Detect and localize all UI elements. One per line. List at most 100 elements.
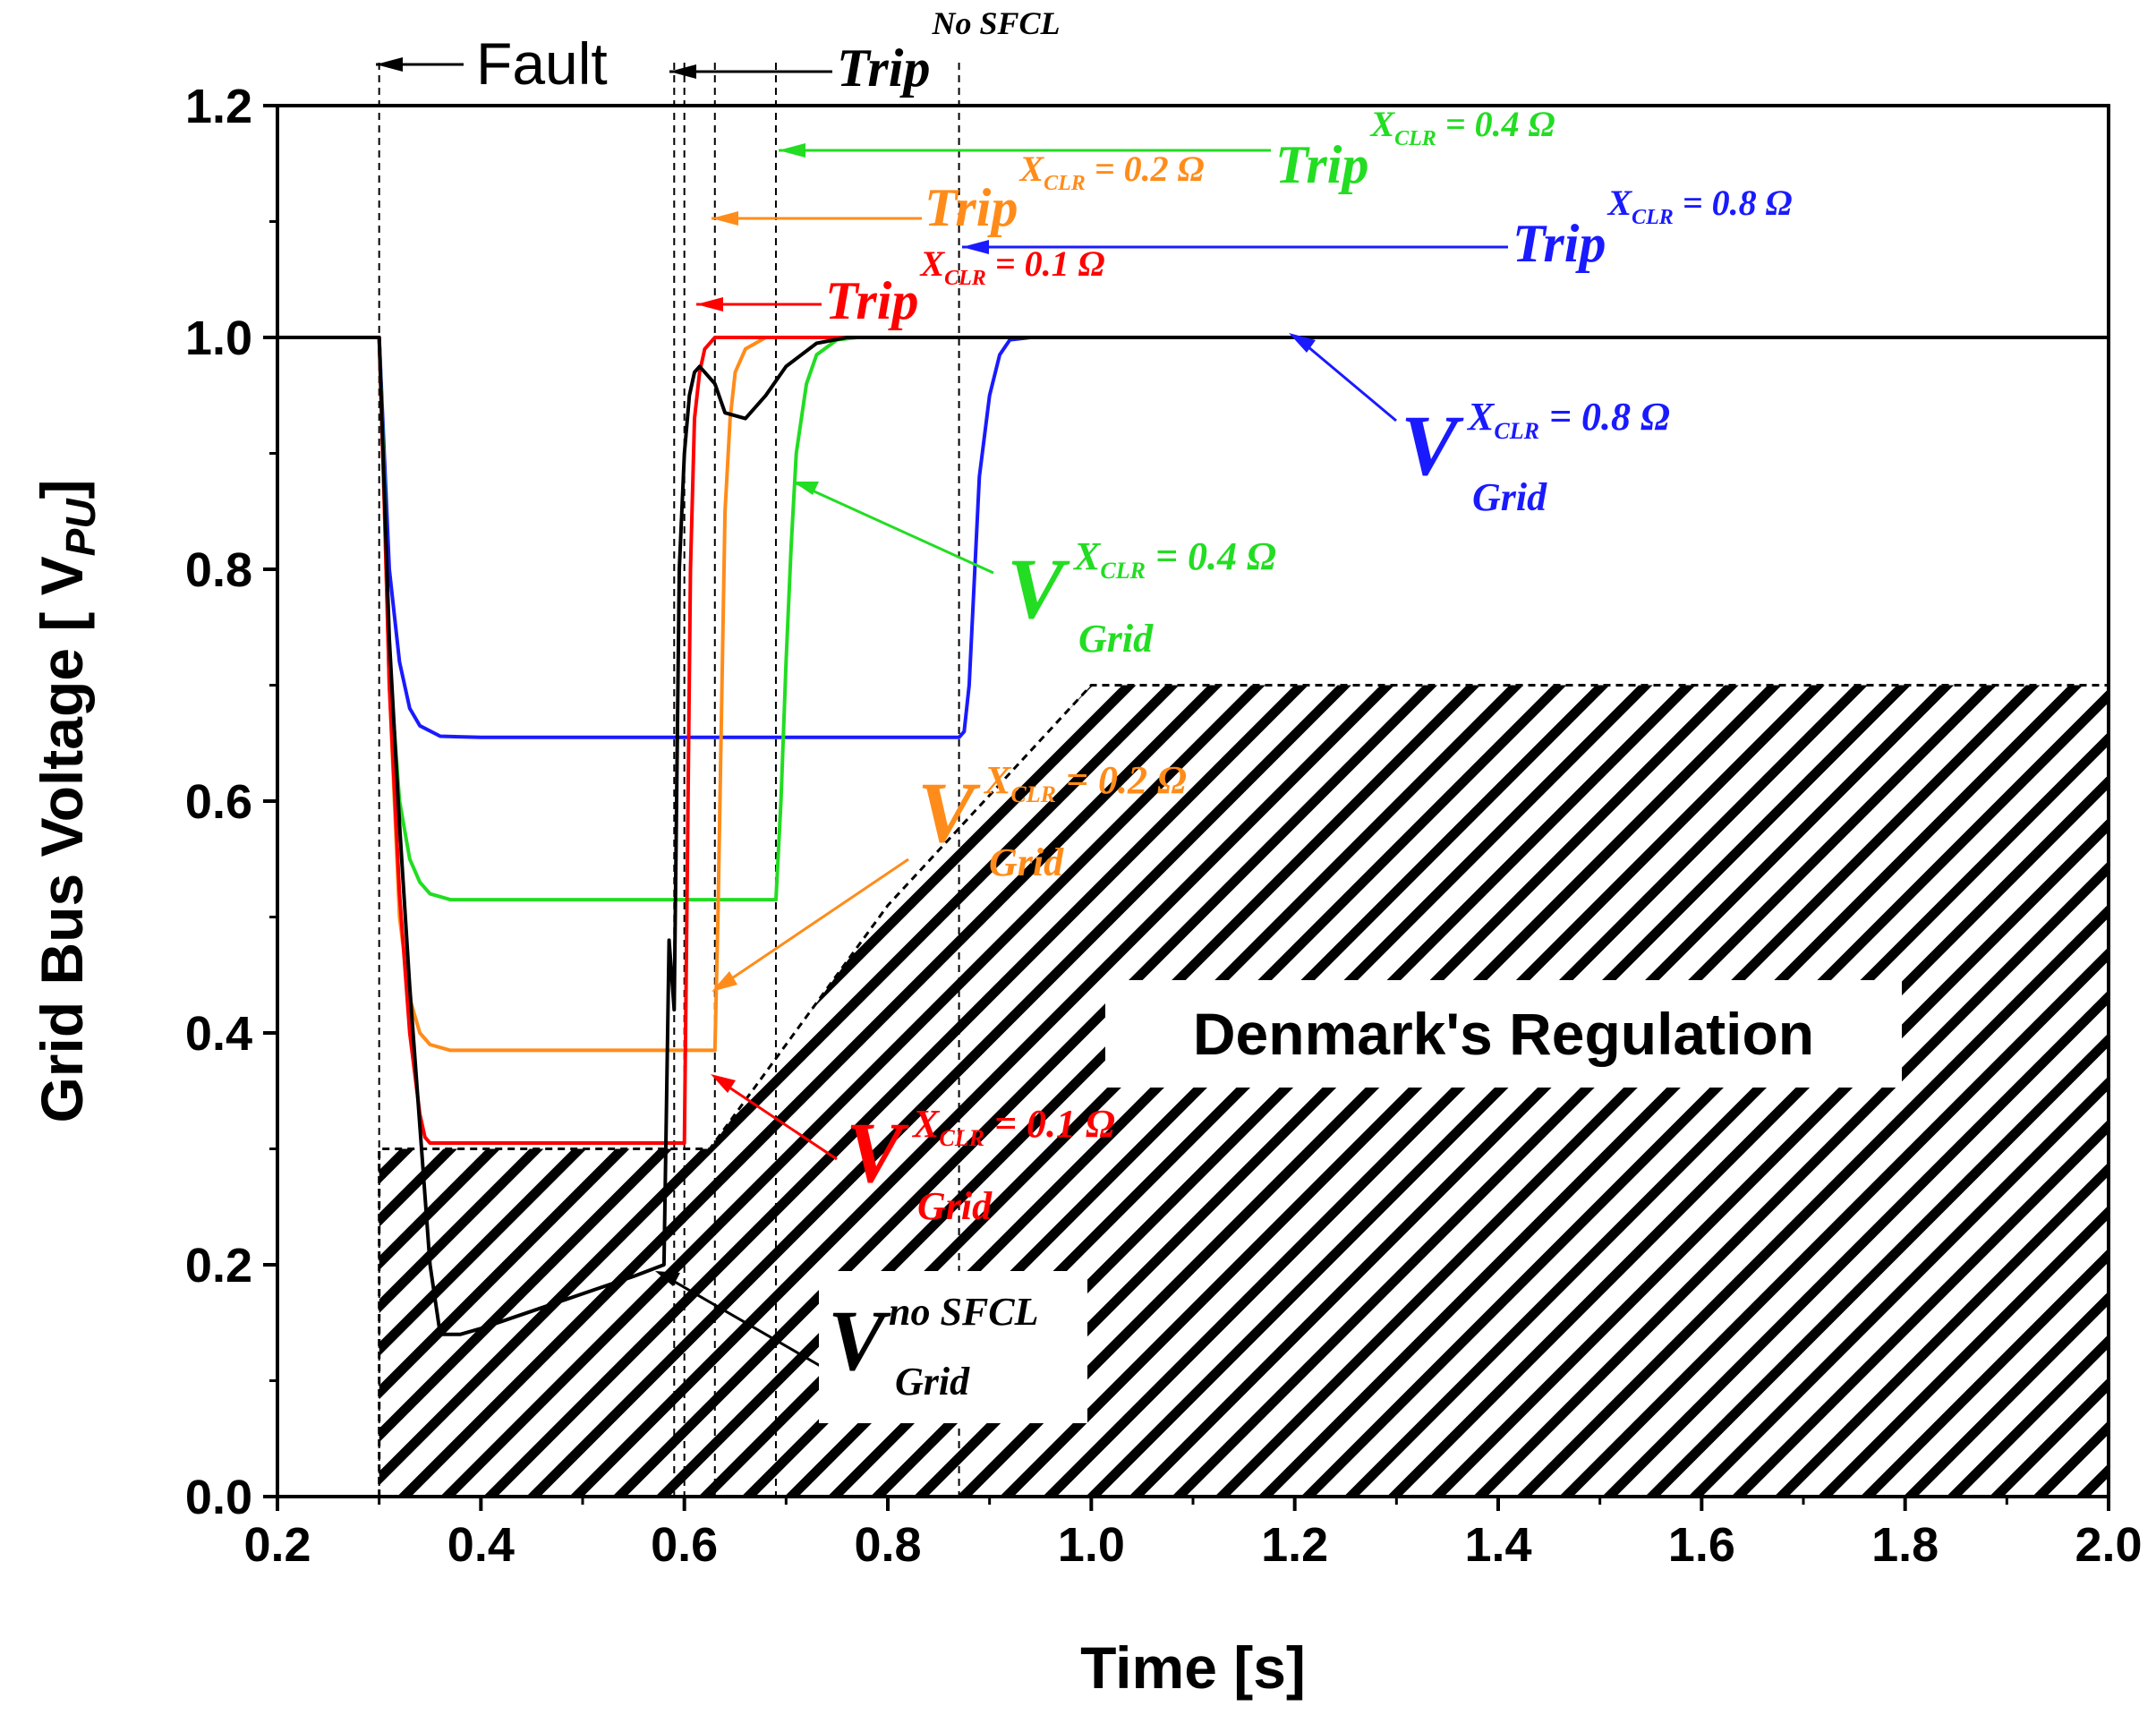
v-x04-leader: [796, 482, 994, 575]
trip-x04-arrowhead: [779, 143, 805, 158]
x-tick-label-6: 1.4: [1464, 1518, 1531, 1572]
trip-no-sfcl-main: Trip: [837, 38, 930, 98]
v-x02-sup-sub: CLR: [1010, 781, 1056, 807]
x-axis-title: Time [s]: [1080, 1634, 1306, 1701]
trip-no-sfcl-sup: No SFCL: [931, 5, 1060, 41]
v-x08-sup-sub: CLR: [1494, 418, 1539, 444]
v-x04-label: V XCLR = 0.4 Ω Grid: [1007, 534, 1276, 661]
trip-x08-main: Trip: [1513, 214, 1606, 273]
v-no-sfcl-arrowhead: [655, 1271, 680, 1286]
regulation-label: Denmark's Regulation: [1193, 1001, 1814, 1067]
v-x01-sup-tail: = 0.1 Ω: [984, 1102, 1115, 1146]
v-x08-main: V: [1401, 397, 1464, 493]
v-no-sfcl-main: V: [828, 1293, 891, 1388]
trip-x02-sup-sub: CLR: [1044, 172, 1086, 195]
v-x01-leader: [715, 1077, 838, 1161]
v-x01-main: V: [846, 1105, 909, 1200]
v-x04-sub: Grid: [1078, 617, 1154, 661]
v-x04-sup-sub: CLR: [1100, 558, 1146, 584]
regulation-region-fill: [378, 684, 2110, 1498]
trip-x01-sup: X: [918, 243, 945, 284]
x-tick-label-2: 0.6: [651, 1518, 718, 1572]
x-tick-label-1: 0.4: [447, 1518, 515, 1572]
v-x08-label: V XCLR = 0.8 Ω Grid: [1401, 395, 1670, 519]
v-x04-sup-x: X: [1072, 534, 1102, 578]
trip-no-sfcl-arrowhead: [669, 64, 696, 79]
trip-x01-sup-sub: CLR: [944, 267, 986, 290]
v-x08-sub: Grid: [1472, 475, 1547, 519]
trip-no-sfcl-label: TripNo SFCL: [837, 5, 1061, 98]
trip-x04-sup-tail: = 0.4 Ω: [1436, 104, 1555, 144]
v-no-sfcl-sup: no SFCL: [889, 1290, 1039, 1334]
y-tick-label-2: 0.4: [185, 1007, 252, 1061]
y-tick-label-1: 0.2: [185, 1239, 252, 1293]
v-x04-sup: XCLR = 0.4 Ω: [1072, 534, 1276, 584]
y-axis-title: Grid Bus Voltage [ VPU]: [29, 479, 104, 1122]
y-tick-label-4: 0.8: [185, 543, 252, 597]
trip-markers: [378, 63, 960, 1497]
y-axis-title-end: ]: [29, 479, 95, 499]
v-x04-arrowhead: [793, 482, 819, 495]
v-x01-label: V XCLR = 0.1 Ω Grid: [846, 1102, 1115, 1228]
annotation-arrows: [376, 57, 1508, 1369]
y-axis-title-sub: PU: [57, 498, 104, 557]
trip-x02-label: TripXCLR = 0.2 Ω: [925, 149, 1205, 237]
x-tick-label-3: 0.8: [854, 1518, 921, 1572]
y-tick-label-6: 1.2: [185, 80, 252, 133]
x-tick-label-5: 1.2: [1261, 1518, 1328, 1572]
series-line-3: [277, 336, 2109, 1145]
trip-x04-label: TripXCLR = 0.4 Ω: [1275, 104, 1555, 194]
trip-x02-sup: X: [1018, 149, 1044, 189]
x-axis-ticks: 0.2 0.4 0.6 0.8 1.0 1.2 1.4 1.6 1.8 2.0: [243, 1497, 2143, 1572]
x-tick-label-9: 2.0: [2075, 1518, 2142, 1572]
v-x08-sup: XCLR = 0.8 Ω: [1466, 395, 1670, 444]
series-line-4: [277, 336, 2109, 1336]
series-line-0: [277, 336, 2109, 739]
v-x02-leader: [715, 858, 909, 991]
y-axis-title-main: Grid Bus Voltage [ V: [29, 556, 95, 1122]
trip-x08-label: TripXCLR = 0.8 Ω: [1513, 183, 1793, 273]
regulation-label-box: [1105, 980, 1902, 1088]
trip-x02-sup-tail: = 0.2 Ω: [1086, 149, 1205, 189]
fault-arrowhead: [376, 57, 403, 72]
x-tick-label-7: 1.6: [1668, 1518, 1735, 1572]
v-x04-main: V: [1007, 541, 1070, 636]
v-x01-sup-x: X: [911, 1102, 941, 1146]
v-no-sfcl-sub: Grid: [895, 1360, 970, 1404]
v-x02-arrowhead: [712, 971, 737, 992]
fault-label: Fault: [476, 30, 608, 97]
v-x08-sup-tail: = 0.8 Ω: [1539, 395, 1670, 439]
x-tick-label-8: 1.8: [1871, 1518, 1939, 1572]
trip-x01-sup-tail: = 0.1 Ω: [986, 243, 1105, 284]
y-axis-ticks: 0.0 0.2 0.4 0.6 0.8 1.0 1.2: [185, 80, 277, 1524]
v-x01-sup-sub: CLR: [939, 1125, 984, 1151]
trip-x04-sup: X: [1368, 104, 1395, 144]
v-x04-sup-tail: = 0.4 Ω: [1146, 534, 1276, 578]
y-tick-label-3: 0.6: [185, 775, 252, 829]
y-tick-label-5: 1.0: [185, 311, 252, 365]
trip-x02-arrowhead: [712, 211, 738, 226]
v-no-sfcl-label-bg: [819, 1271, 1087, 1423]
v-x02-sup-x: X: [983, 758, 1012, 802]
v-x02-label: V XCLR = 0.2 Ω Grid: [917, 758, 1187, 884]
x-tick-label-0: 0.2: [243, 1518, 311, 1572]
trip-x01-arrowhead: [696, 297, 723, 311]
v-x08-arrowhead: [1289, 333, 1316, 353]
x-tick-label-4: 1.0: [1058, 1518, 1125, 1572]
v-x02-sup: XCLR = 0.2 Ω: [983, 758, 1187, 807]
v-x01-arrowhead: [711, 1074, 736, 1093]
trip-x08-sup-tail: = 0.8 Ω: [1674, 183, 1793, 223]
trip-x02-main: Trip: [925, 178, 1018, 237]
v-x01-sub: Grid: [917, 1184, 993, 1228]
v-x08-sup-x: X: [1466, 395, 1496, 439]
trip-x04-main: Trip: [1275, 135, 1368, 194]
v-x01-sup: XCLR = 0.1 Ω: [911, 1102, 1115, 1151]
trip-x08-arrowhead: [962, 240, 989, 254]
trip-x08-sup: X: [1606, 183, 1632, 223]
v-x02-main: V: [917, 764, 981, 860]
trip-x01-label: TripXCLR = 0.1 Ω: [825, 243, 1105, 330]
v-x02-sup-tail: = 0.2 Ω: [1056, 758, 1187, 802]
v-no-sfcl-leader: [661, 1273, 824, 1369]
series-lines: [277, 336, 2109, 1336]
